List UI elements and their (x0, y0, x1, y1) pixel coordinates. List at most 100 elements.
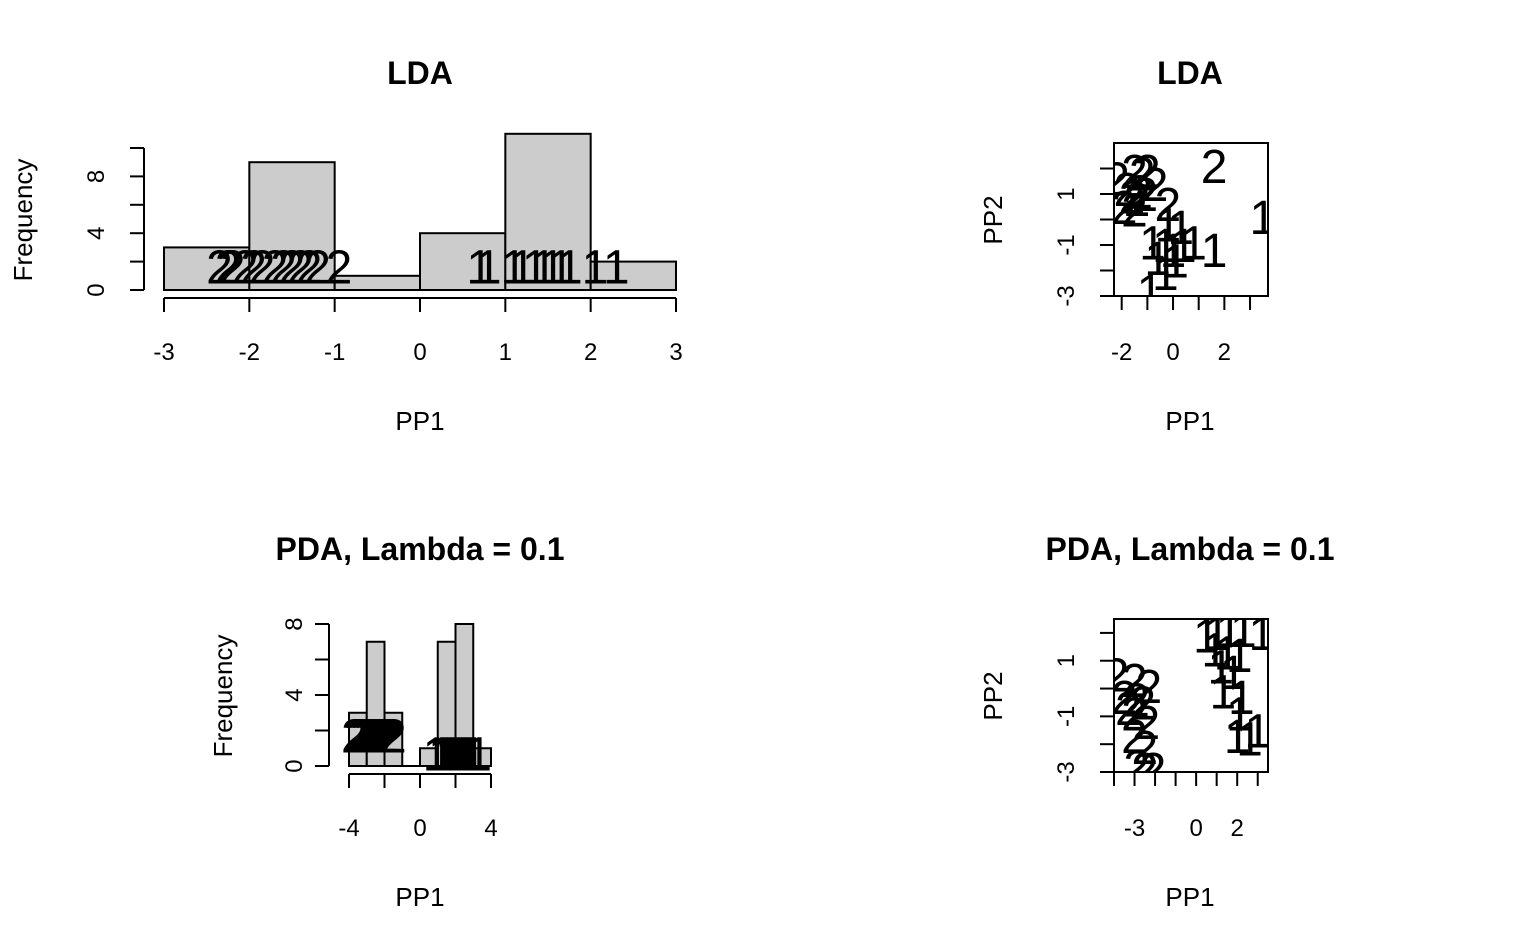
class-label-2: 2 (279, 242, 306, 295)
point-label-2: 2 (1136, 661, 1163, 714)
class-label-2: 2 (373, 711, 400, 764)
class-label-1: 1 (453, 728, 480, 781)
class-label-1: 1 (582, 242, 609, 295)
class-label-1: 1 (439, 728, 466, 781)
class-label-1: 1 (460, 728, 487, 781)
point-label-1: 1 (1160, 225, 1187, 278)
class-label-1: 1 (449, 728, 476, 781)
point-label-1: 1 (1224, 711, 1251, 764)
class-label-2: 2 (304, 242, 331, 295)
point-label-2: 2 (1131, 169, 1158, 222)
y-axis-label: Frequency (208, 635, 238, 758)
point-label-1: 1 (1203, 608, 1230, 661)
chart-title: PDA, Lambda = 0.1 (276, 531, 565, 567)
chart-title: LDA (1157, 55, 1223, 91)
y-tick-label: 4 (281, 688, 308, 701)
x-tick-label: -2 (239, 339, 260, 366)
class-label-2: 2 (362, 711, 389, 764)
x-tick-label: 0 (1166, 339, 1179, 366)
point-label-2: 2 (1126, 166, 1153, 219)
class-label-2: 2 (206, 242, 233, 295)
point-label-2: 2 (1121, 711, 1148, 764)
class-label-1: 1 (428, 728, 455, 781)
x-tick-label: 0 (413, 815, 426, 842)
point-label-1: 1 (1228, 672, 1255, 725)
point-label-1: 1 (1226, 689, 1253, 742)
point-label-1: 1 (1214, 627, 1241, 680)
point-label-1: 1 (1201, 225, 1228, 278)
class-label-2: 2 (262, 242, 289, 295)
point-label-2: 2 (1121, 655, 1148, 708)
point-label-1: 1 (1167, 202, 1194, 255)
class-label-2: 2 (287, 242, 314, 295)
point-label-1: 1 (1220, 647, 1247, 700)
point-label-2: 2 (1140, 744, 1167, 797)
point-label-2: 2 (1131, 722, 1158, 775)
point-label-1: 1 (1250, 192, 1277, 245)
y-tick-label: -1 (1053, 234, 1080, 255)
x-tick-label: 0 (413, 339, 426, 366)
point-label-1: 1 (1152, 220, 1179, 273)
class-label-2: 2 (355, 711, 382, 764)
y-axis-label: PP2 (978, 671, 1008, 720)
point-label-1: 1 (1226, 630, 1253, 683)
point-label-1: 1 (1137, 266, 1164, 319)
x-tick-label: 1 (499, 339, 512, 366)
x-axis-label: PP1 (395, 406, 444, 436)
point-label-1: 1 (1180, 217, 1207, 270)
histogram-bar (589, 260, 678, 292)
point-label-2: 2 (1134, 697, 1161, 750)
point-label-2: 2 (1131, 744, 1158, 797)
class-label-2: 2 (326, 242, 353, 295)
point-label-1: 1 (1170, 220, 1197, 273)
class-label-1: 1 (475, 242, 502, 295)
class-label-1: 1 (501, 242, 528, 295)
point-label-1: 1 (1152, 248, 1179, 301)
point-label-2: 2 (1113, 164, 1140, 217)
class-label-1: 1 (442, 728, 469, 781)
class-label-1: 1 (530, 242, 557, 295)
point-label-1: 1 (1207, 641, 1234, 694)
y-tick-label: -1 (1053, 706, 1080, 727)
point-label-2: 2 (1124, 174, 1151, 227)
point-label-2: 2 (1123, 675, 1150, 728)
class-label-1: 1 (556, 242, 583, 295)
point-label-2: 2 (1123, 741, 1150, 794)
y-tick-label: 8 (83, 170, 110, 183)
class-label-2: 2 (359, 711, 386, 764)
class-label-2: 2 (345, 711, 372, 764)
point-label-2: 2 (1155, 179, 1182, 232)
point-label-2: 2 (1129, 149, 1156, 202)
point-label-2: 2 (1111, 672, 1138, 725)
x-tick-label: -4 (338, 815, 359, 842)
chart-title: LDA (387, 55, 453, 91)
histogram-bar (454, 623, 475, 767)
class-label-2: 2 (369, 711, 396, 764)
y-tick-label: 0 (83, 283, 110, 296)
x-axis-label: PP1 (1165, 406, 1214, 436)
y-axis-label: Frequency (8, 159, 38, 282)
class-label-1: 1 (509, 242, 536, 295)
y-tick-label: 0 (281, 759, 308, 772)
class-label-2: 2 (380, 711, 407, 764)
x-axis-label: PP1 (395, 882, 444, 912)
x-tick-label: -3 (1124, 815, 1145, 842)
class-label-2: 2 (366, 711, 393, 764)
y-tick-label: -3 (1053, 285, 1080, 306)
class-label-2: 2 (219, 242, 246, 295)
point-label-1: 1 (1201, 625, 1228, 678)
class-label-2: 2 (352, 711, 379, 764)
class-label-1: 1 (466, 242, 493, 295)
y-tick-label: 8 (281, 617, 308, 630)
class-label-2: 2 (232, 242, 259, 295)
class-label-1: 1 (431, 728, 458, 781)
class-label-1: 1 (446, 728, 473, 781)
point-label-2: 2 (1129, 677, 1156, 730)
x-tick-label: 2 (1231, 815, 1244, 842)
